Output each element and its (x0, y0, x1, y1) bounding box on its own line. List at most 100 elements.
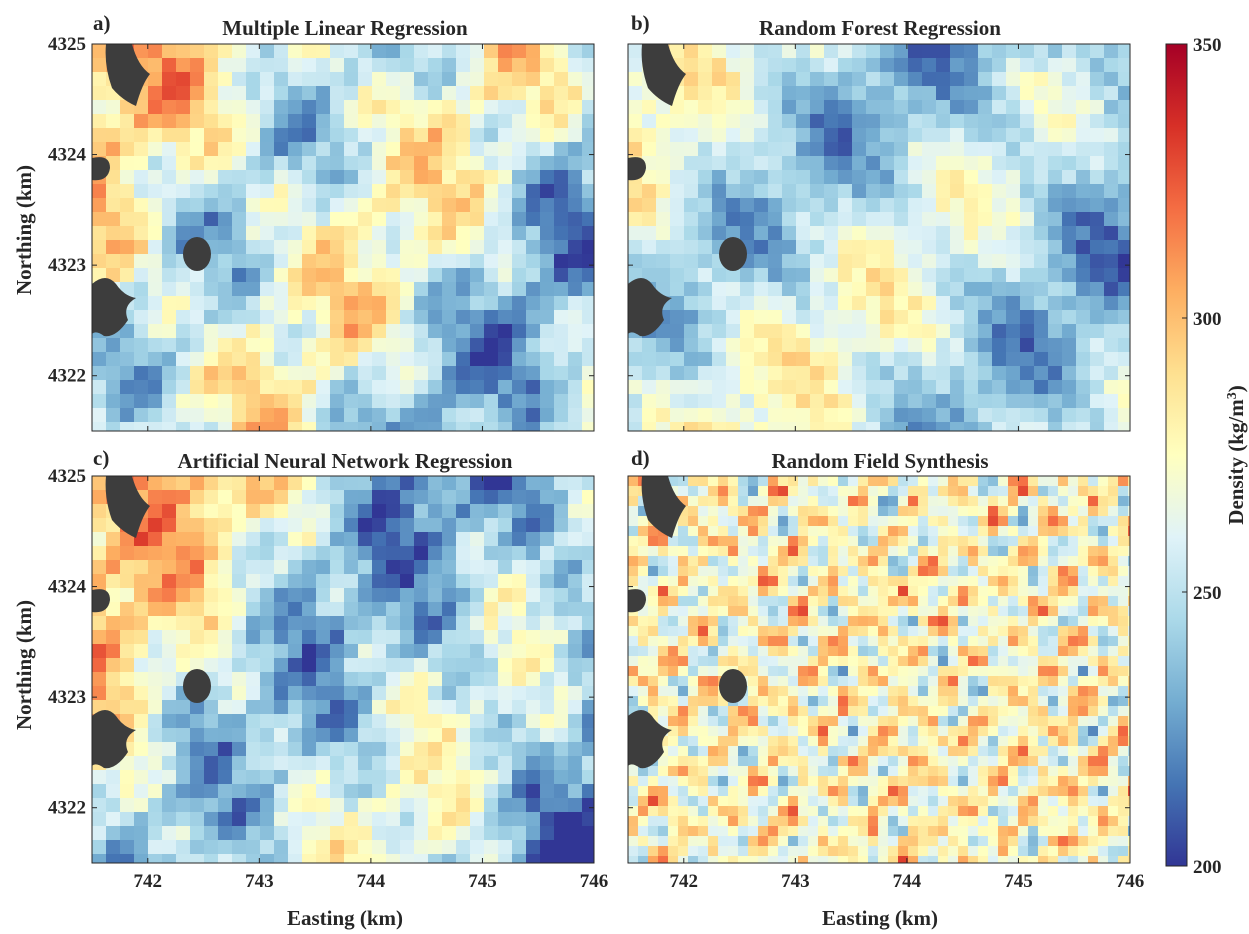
map-cell (344, 490, 359, 505)
map-cell (894, 366, 909, 381)
map-cell (688, 696, 699, 707)
map-cell (1090, 100, 1105, 115)
map-cell (1104, 310, 1119, 325)
map-cell (1018, 586, 1029, 597)
map-cell (1088, 606, 1099, 617)
map-cell (1006, 310, 1021, 325)
map-cell (938, 536, 949, 547)
map-cell (782, 72, 797, 87)
map-cell (866, 86, 881, 101)
map-cell (442, 784, 457, 799)
map-cell (768, 656, 779, 667)
map-cell (1108, 816, 1119, 827)
map-cell (668, 566, 679, 577)
map-cell (688, 746, 699, 757)
map-cell (670, 198, 685, 213)
map-cell (998, 536, 1009, 547)
map-cell (260, 422, 275, 432)
map-cell (218, 422, 233, 432)
map-cell (526, 742, 541, 757)
map-cell (898, 536, 909, 547)
map-cell (498, 324, 513, 339)
map-cell (554, 226, 569, 241)
map-cell (1098, 746, 1109, 757)
map-cell (414, 854, 429, 864)
map-cell (668, 806, 679, 817)
map-cell (628, 786, 639, 797)
map-cell (260, 784, 275, 799)
map-cell (782, 296, 797, 311)
map-cell (1076, 58, 1091, 73)
map-cell (428, 142, 443, 157)
map-cell (1048, 566, 1059, 577)
map-cell (498, 756, 513, 771)
map-cell (670, 268, 685, 283)
map-cell (442, 170, 457, 185)
map-cell (484, 268, 499, 283)
map-cell (134, 728, 149, 743)
map-cell (134, 798, 149, 813)
map-cell (698, 696, 709, 707)
map-cell (134, 574, 149, 589)
map-cell (386, 282, 401, 297)
map-cell (526, 616, 541, 631)
map-cell (120, 394, 135, 409)
map-cell (894, 212, 909, 227)
map-cell (274, 574, 289, 589)
map-cell (1104, 184, 1119, 199)
map-cell (1068, 756, 1079, 767)
map-cell (698, 408, 713, 423)
map-cell (512, 114, 527, 129)
map-cell (978, 846, 989, 857)
map-cell (894, 142, 909, 157)
map-cell (526, 114, 541, 129)
map-cell (668, 626, 679, 637)
map-cell (372, 324, 387, 339)
map-cell (948, 786, 959, 797)
map-cell (712, 422, 727, 432)
map-cell (858, 796, 869, 807)
map-cell (698, 128, 713, 143)
map-cell (978, 226, 993, 241)
map-cell (738, 506, 749, 517)
map-cell (778, 686, 789, 697)
map-cell (498, 672, 513, 687)
map-cell (928, 596, 939, 607)
map-cell (554, 72, 569, 87)
map-cell (758, 606, 769, 617)
map-cell (1118, 422, 1131, 432)
map-cell (628, 646, 639, 657)
map-cell (582, 490, 595, 505)
map-cell (1108, 596, 1119, 607)
map-cell (190, 770, 205, 785)
map-cell (866, 142, 881, 157)
map-cell (810, 170, 825, 185)
map-cell (442, 840, 457, 855)
map-cell (302, 212, 317, 227)
map-cell (852, 380, 867, 395)
map-cell (978, 254, 993, 269)
map-cell (554, 100, 569, 115)
map-cell (658, 606, 669, 617)
map-cell (758, 536, 769, 547)
map-cell (218, 338, 233, 353)
map-cell (526, 268, 541, 283)
map-cell (748, 786, 759, 797)
map-cell (1068, 836, 1079, 847)
map-cell (688, 576, 699, 587)
map-cell (414, 658, 429, 673)
map-cell (658, 636, 669, 647)
map-cell (372, 338, 387, 353)
map-cell (246, 198, 261, 213)
map-cell (442, 756, 457, 771)
map-cell (414, 240, 429, 255)
map-cell (758, 506, 769, 517)
map-cell (958, 686, 969, 697)
map-cell (218, 686, 233, 701)
map-cell (698, 142, 713, 157)
map-cell (950, 184, 965, 199)
map-cell (852, 352, 867, 367)
map-cell (1048, 422, 1063, 432)
map-cell (1078, 666, 1089, 677)
map-cell (106, 672, 121, 687)
